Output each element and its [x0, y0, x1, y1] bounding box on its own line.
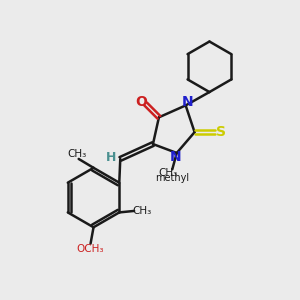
- Text: O: O: [135, 95, 147, 110]
- Text: N: N: [181, 95, 193, 110]
- Text: H: H: [106, 151, 116, 164]
- Text: N: N: [169, 149, 181, 164]
- Text: OCH₃: OCH₃: [77, 244, 104, 254]
- Text: CH₃: CH₃: [159, 168, 178, 178]
- Text: methyl: methyl: [155, 173, 189, 183]
- Text: S: S: [216, 125, 226, 139]
- Text: CH₃: CH₃: [68, 149, 87, 160]
- Text: CH₃: CH₃: [132, 206, 151, 216]
